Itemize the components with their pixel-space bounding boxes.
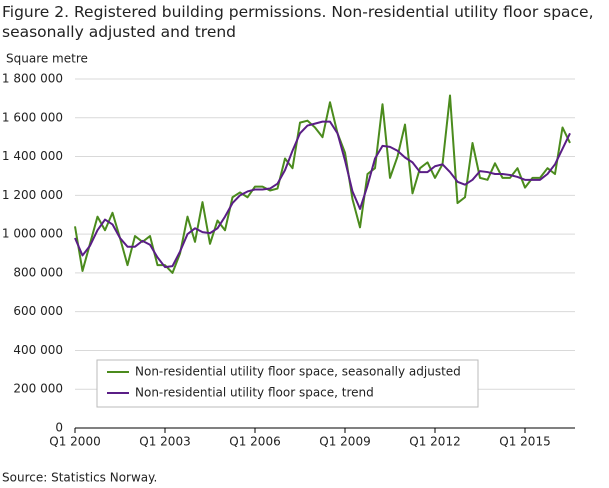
source: Source: Statistics Norway. xyxy=(2,471,157,485)
chart-title: Figure 2. Registered building permission… xyxy=(2,3,594,41)
series-line xyxy=(74,94,571,274)
y-tick-label: 400 000 xyxy=(13,343,63,357)
y-tick-label: 1 200 000 xyxy=(2,188,63,202)
legend-box xyxy=(96,359,479,408)
y-tick-label: 1 000 000 xyxy=(2,227,63,241)
legend-label: Non-residential utility floor space, tre… xyxy=(135,386,374,400)
y-tick-label: 1 400 000 xyxy=(2,149,63,163)
y-tick-label: 1 800 000 xyxy=(2,72,63,86)
y-tick-label: 600 000 xyxy=(13,304,63,318)
x-tick-label: Q1 2015 xyxy=(499,435,550,449)
x-tick-label: Q1 2012 xyxy=(409,435,460,449)
x-tick-label: Q1 2003 xyxy=(139,435,190,449)
legend-label: Non-residential utility floor space, sea… xyxy=(135,365,461,379)
y-tick-label: 1 600 000 xyxy=(2,110,63,124)
y-tick-label: 0 xyxy=(55,421,63,435)
x-tick-label: Q1 2006 xyxy=(229,435,280,449)
y-tick-label: 200 000 xyxy=(13,382,63,396)
series-line xyxy=(74,120,571,269)
x-tick-label: Q1 2009 xyxy=(319,435,370,449)
y-axis-label: Square metre xyxy=(6,52,88,66)
x-tick-label: Q1 2000 xyxy=(49,435,100,449)
y-tick-label: 800 000 xyxy=(13,265,63,279)
